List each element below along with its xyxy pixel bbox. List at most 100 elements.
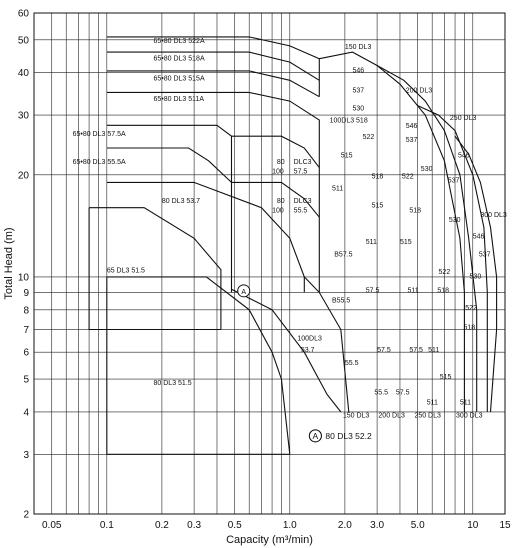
region-curve — [417, 105, 488, 412]
y-tick-label: 9 — [23, 288, 29, 299]
region-curve — [106, 51, 320, 81]
region-label: 511 — [427, 400, 438, 407]
region-label: 511 — [428, 347, 439, 354]
region-curve — [454, 135, 498, 412]
x-tick-label: 0.1 — [100, 520, 114, 531]
pump-region-curves — [88, 36, 498, 455]
x-tick-label: 2.0 — [338, 520, 352, 531]
grid-lines — [34, 12, 506, 515]
region-label: 250 DL3 — [450, 115, 477, 122]
region-label: 530 — [421, 166, 433, 173]
region-curve — [106, 124, 233, 293]
y-tick-label: 20 — [18, 170, 30, 181]
region-curve — [303, 276, 350, 412]
x-tick-label: 0.05 — [42, 520, 62, 531]
region-label: 65•80 DL3 522A — [154, 38, 205, 45]
region-label: 537 — [448, 177, 460, 184]
region-label: 65•80 DL3 511A — [154, 96, 205, 103]
region-label: 55.5 — [345, 360, 359, 367]
legend-A: A 80 DL3 52.2 — [308, 429, 372, 443]
axis-tick-labels: 0.05 0.1 0.2 0.3 0.5 1.0 2.0 3.0 5.0 10 15 2 3 4 5 6 7 8 9… — [18, 9, 511, 532]
x-tick-label: 0.3 — [187, 520, 201, 531]
region-label: 546 — [458, 152, 470, 159]
x-tick-label: 10 — [467, 520, 479, 531]
region-label: 100DL3 518 — [330, 118, 368, 125]
region-curve — [106, 276, 290, 455]
region-curve — [231, 181, 320, 218]
y-tick-label: 2 — [23, 510, 29, 521]
y-tick-label: 8 — [23, 305, 29, 316]
region-label: 100DL3 — [297, 335, 322, 342]
region-curve — [106, 91, 320, 293]
region-label: 65•80 DL3 57.5A — [73, 131, 126, 138]
region-label: 65•80 DL3 518A — [154, 55, 205, 62]
region-label: 518 — [409, 207, 421, 214]
y-tick-label: 40 — [18, 68, 30, 79]
region-label: 57.5 — [366, 287, 380, 294]
region-label: 511 — [332, 185, 343, 192]
marker-circle — [237, 284, 251, 298]
x-tick-label: 5.0 — [411, 520, 425, 531]
region-label: DLC3 — [294, 159, 312, 166]
y-tick-label: 7 — [23, 325, 29, 336]
region-label: 511 — [460, 400, 471, 407]
region-label: 530 — [449, 217, 461, 224]
region-label: 518 — [372, 174, 384, 181]
region-label: 537 — [479, 251, 491, 258]
region-label: 515 — [400, 239, 412, 246]
x-tick-label: 1.0 — [283, 520, 297, 531]
y-tick-label: 60 — [18, 9, 30, 20]
region-curve — [231, 288, 342, 413]
y-tick-label: 6 — [23, 348, 29, 359]
legend-marker-circle — [308, 429, 322, 443]
y-tick-label: 10 — [18, 272, 30, 283]
region-curve — [89, 207, 222, 330]
region-label: 65•80 DL3 55.5A — [73, 159, 126, 166]
region-label: 80 — [277, 159, 285, 166]
region-label: 53.7 — [301, 347, 315, 354]
region-label: DLC3 — [294, 198, 312, 205]
region-label: 57.5 — [377, 347, 391, 354]
region-label: 80 DL3 53.7 — [162, 198, 200, 205]
region-label: 55.5 — [294, 207, 308, 214]
region-label: 57.5 — [409, 347, 423, 354]
y-tick-label: 3 — [23, 450, 29, 461]
region-label: 55.5 — [374, 390, 388, 397]
region-label: 515 — [341, 152, 353, 159]
region-label: 522 — [465, 305, 477, 312]
region-label: 530 — [470, 273, 482, 280]
region-curve — [231, 135, 320, 168]
y-tick-label: 30 — [18, 111, 30, 122]
region-label: 80 — [277, 198, 285, 205]
region-label: 200 DL3 — [378, 413, 405, 420]
region-curve — [106, 70, 320, 98]
region-label: 150 DL3 — [343, 413, 370, 420]
region-label: 522 — [363, 134, 375, 141]
region-curve — [106, 276, 291, 455]
region-label: B55.5 — [332, 298, 350, 305]
region-label: 518 — [464, 324, 476, 331]
region-label: 511 — [408, 287, 419, 294]
x-tick-label: 0.5 — [228, 520, 242, 531]
region-label: 522 — [439, 269, 451, 276]
region-label: 100 — [272, 168, 284, 175]
region-label: 537 — [406, 137, 418, 144]
x-tick-label: 3.0 — [370, 520, 384, 531]
plot-frame — [33, 12, 506, 515]
region-label: 250 DL3 — [414, 413, 441, 420]
x-tick-label: 0.2 — [155, 520, 169, 531]
region-label: 537 — [352, 87, 364, 94]
region-curve — [376, 65, 478, 412]
region-curve — [106, 147, 232, 183]
region-label: 518 — [437, 287, 449, 294]
y-axis-label: Total Head (m) — [3, 227, 15, 299]
region-curve — [319, 51, 465, 412]
x-tick-label: 15 — [499, 520, 511, 531]
region-label: 65•80 DL3 515A — [154, 75, 205, 82]
region-label: 515 — [440, 374, 452, 381]
y-tick-label: 50 — [18, 35, 30, 46]
legend-text: 80 DL3 52.2 — [325, 431, 372, 441]
region-label: 546 — [406, 123, 418, 130]
region-label: 80 DL3 51.5 — [154, 380, 192, 387]
